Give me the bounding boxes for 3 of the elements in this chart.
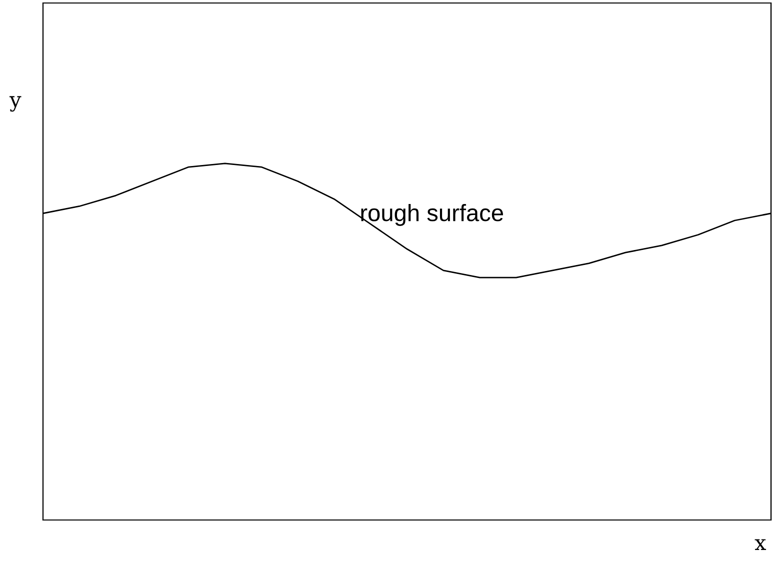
y-axis-title: y	[9, 96, 22, 112]
annotation: rough surface	[361, 204, 504, 226]
x-axis-title: x	[754, 539, 766, 550]
